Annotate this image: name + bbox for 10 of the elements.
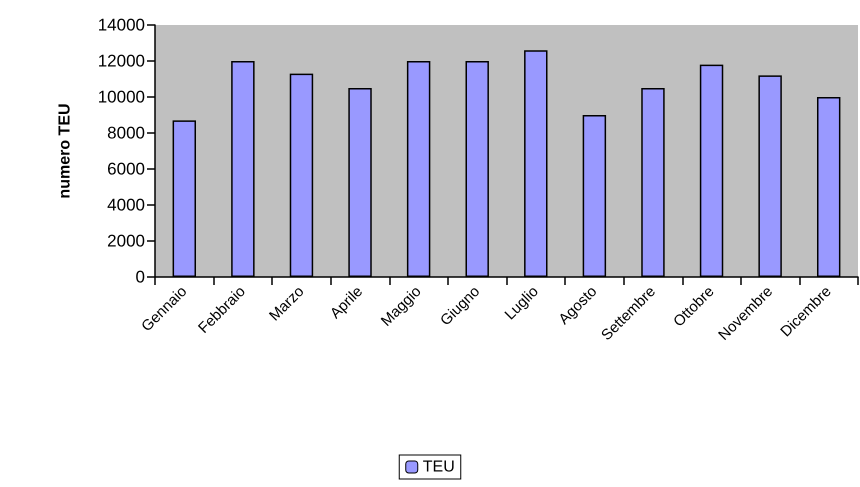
y-tick-label: 0: [136, 268, 145, 286]
y-tick-label: 10000: [98, 88, 145, 106]
y-axis-title: numero TEU: [56, 103, 74, 199]
y-tick-label: 4000: [107, 196, 145, 214]
legend-label: TEU: [422, 458, 455, 476]
y-tick-label: 2000: [107, 232, 145, 250]
y-tick-label: 8000: [107, 124, 145, 142]
y-tick-label: 6000: [107, 160, 145, 178]
y-tick-label: 12000: [98, 52, 145, 70]
y-tick-label: 14000: [98, 16, 145, 34]
